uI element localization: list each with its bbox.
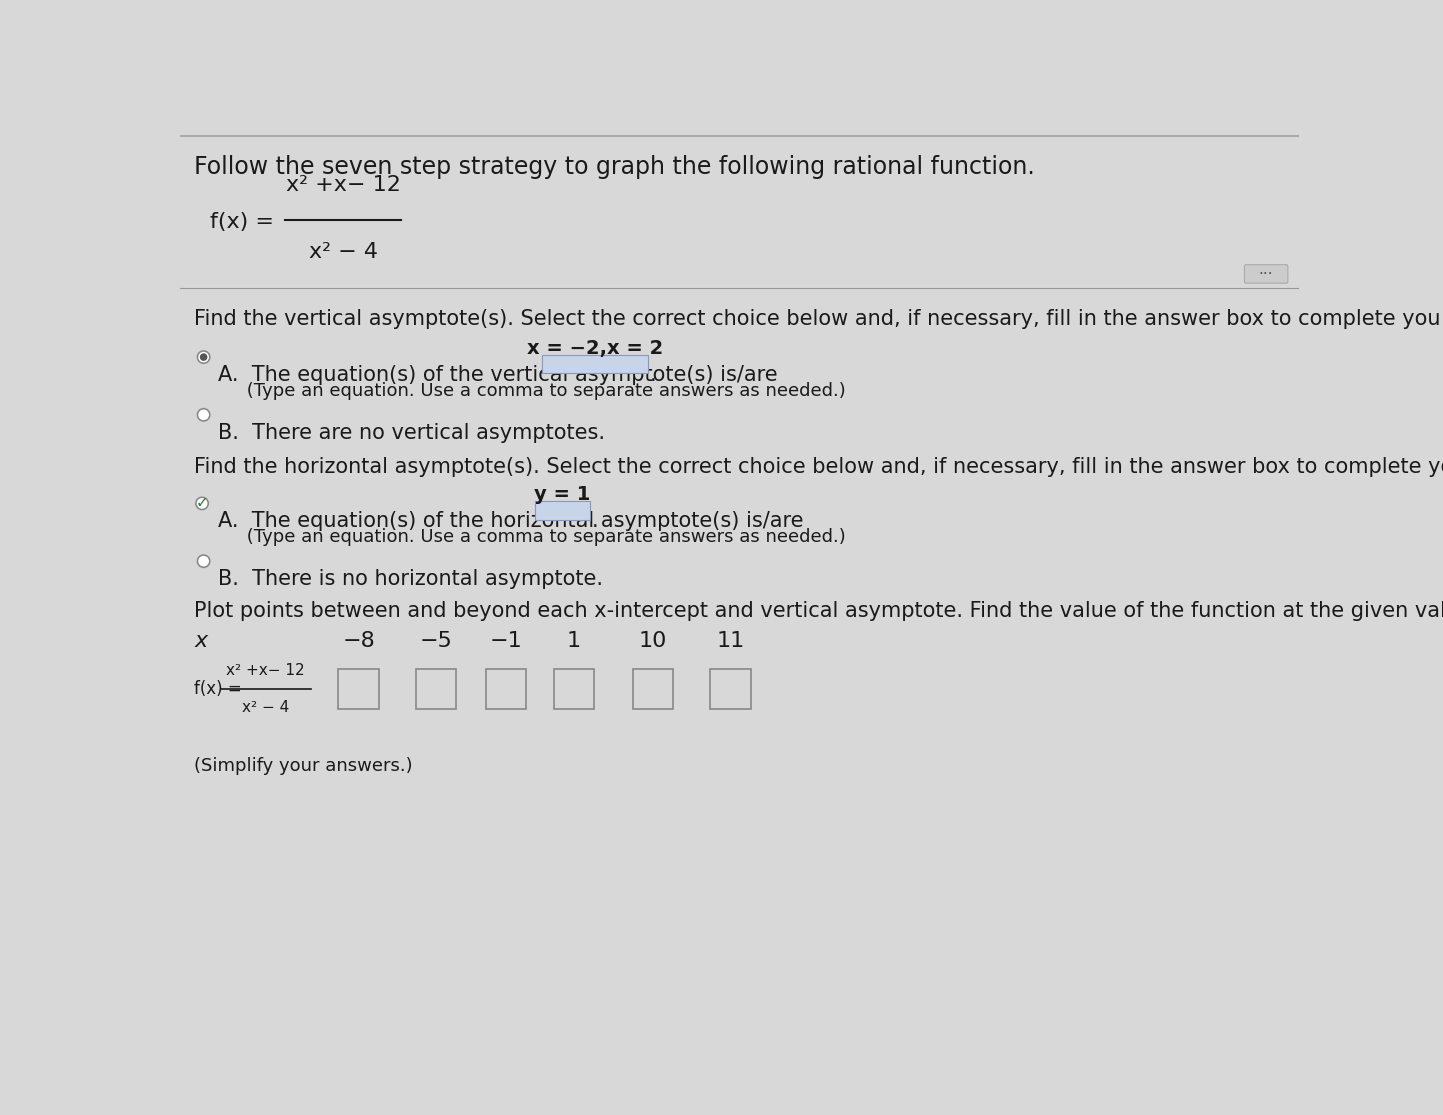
Text: −5: −5	[420, 631, 453, 651]
Text: Find the vertical asymptote(s). Select the correct choice below and, if necessar: Find the vertical asymptote(s). Select t…	[195, 309, 1440, 329]
Circle shape	[198, 409, 209, 421]
FancyBboxPatch shape	[1244, 264, 1287, 283]
Text: ···: ···	[1258, 268, 1274, 282]
Circle shape	[198, 555, 209, 568]
Text: B.  There is no horizontal asymptote.: B. There is no horizontal asymptote.	[218, 569, 603, 589]
Text: Follow the seven step strategy to graph the following rational function.: Follow the seven step strategy to graph …	[195, 155, 1035, 180]
Text: (Type an equation. Use a comma to separate answers as needed.): (Type an equation. Use a comma to separa…	[218, 381, 846, 400]
Text: −1: −1	[489, 631, 522, 651]
Text: 10: 10	[639, 631, 667, 651]
Text: (Type an equation. Use a comma to separate answers as needed.): (Type an equation. Use a comma to separa…	[218, 529, 846, 546]
Text: (Simplify your answers.): (Simplify your answers.)	[195, 757, 413, 775]
FancyBboxPatch shape	[543, 355, 648, 374]
Circle shape	[198, 351, 209, 363]
Text: x: x	[195, 631, 208, 651]
Circle shape	[196, 497, 208, 510]
FancyBboxPatch shape	[554, 669, 595, 709]
Text: −8: −8	[342, 631, 375, 651]
Text: Find the horizontal asymptote(s). Select the correct choice below and, if necess: Find the horizontal asymptote(s). Select…	[195, 457, 1443, 477]
Circle shape	[201, 355, 206, 360]
Text: f(x) =: f(x) =	[195, 680, 242, 698]
FancyBboxPatch shape	[633, 669, 674, 709]
FancyBboxPatch shape	[416, 669, 456, 709]
FancyBboxPatch shape	[534, 501, 590, 520]
Text: f(x) =: f(x) =	[209, 212, 274, 232]
Text: .: .	[592, 511, 599, 531]
Text: 1: 1	[567, 631, 582, 651]
FancyBboxPatch shape	[710, 669, 750, 709]
Text: Plot points between and beyond each x-intercept and vertical asymptote. Find the: Plot points between and beyond each x-in…	[195, 601, 1443, 621]
Text: y = 1: y = 1	[534, 485, 590, 504]
Text: x² +x− 12: x² +x− 12	[227, 663, 304, 678]
FancyBboxPatch shape	[339, 669, 378, 709]
Text: A.  The equation(s) of the horizontal asymptote(s) is/are: A. The equation(s) of the horizontal asy…	[218, 511, 810, 531]
Text: x = −2,x = 2: x = −2,x = 2	[527, 339, 664, 358]
Text: ✓: ✓	[196, 495, 208, 511]
Text: x² +x− 12: x² +x− 12	[286, 175, 401, 195]
Text: B.  There are no vertical asymptotes.: B. There are no vertical asymptotes.	[218, 423, 605, 443]
Text: x² − 4: x² − 4	[242, 700, 289, 715]
FancyBboxPatch shape	[486, 669, 527, 709]
Text: x² − 4: x² − 4	[309, 242, 378, 262]
Text: 11: 11	[717, 631, 745, 651]
Text: .: .	[649, 365, 657, 385]
Text: A.  The equation(s) of the vertical asymptote(s) is/are: A. The equation(s) of the vertical asymp…	[218, 365, 784, 385]
